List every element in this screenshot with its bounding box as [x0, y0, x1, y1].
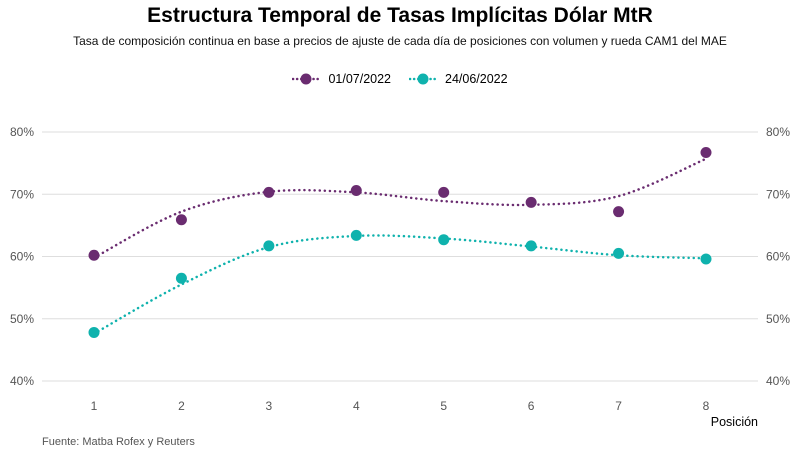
data-point-series-2	[350, 229, 362, 241]
data-point-series-1	[613, 206, 625, 218]
y-tick-label-left: 40%	[10, 374, 34, 388]
x-tick-label: 1	[91, 399, 98, 413]
data-point-series-1	[88, 249, 100, 261]
data-point-series-2	[613, 247, 625, 259]
chart-subtitle: Tasa de composición continua en base a p…	[73, 34, 727, 48]
data-point-series-2	[175, 272, 187, 284]
data-point-series-1	[525, 196, 537, 208]
y-tick-label-left: 70%	[10, 187, 34, 201]
x-tick-label: 8	[703, 399, 710, 413]
x-tick-label: 2	[178, 399, 185, 413]
y-tick-label-right: 60%	[766, 250, 790, 264]
data-point-series-1	[350, 185, 362, 197]
x-tick-label: 7	[615, 399, 622, 413]
y-tick-label-right: 70%	[766, 187, 790, 201]
legend-key-series-2	[409, 73, 437, 85]
data-point-series-1	[263, 186, 275, 198]
data-point-series-1	[175, 214, 187, 226]
data-point-series-2	[700, 253, 712, 265]
legend-item-series-1: 01/07/2022	[292, 72, 391, 86]
x-tick-label: 5	[440, 399, 447, 413]
data-point-series-2	[438, 234, 450, 246]
legend-key-series-1	[292, 73, 321, 85]
x-axis-label: Posición	[711, 415, 758, 429]
data-point-series-2	[263, 240, 275, 252]
x-tick-label: 6	[528, 399, 535, 413]
x-tick-label: 3	[266, 399, 273, 413]
data-point-series-1	[438, 186, 450, 198]
series-line-2	[92, 234, 708, 335]
data-point-series-1	[700, 147, 712, 159]
y-tick-label-left: 50%	[10, 312, 34, 326]
y-tick-label-left: 80%	[10, 125, 34, 139]
legend-label-series-2: 24/06/2022	[445, 72, 508, 86]
y-tick-label-left: 60%	[10, 250, 34, 264]
y-tick-label-right: 80%	[766, 125, 790, 139]
chart-caption: Fuente: Matba Rofex y Reuters	[42, 436, 195, 448]
chart-title: Estructura Temporal de Tasas Implícitas …	[147, 4, 653, 27]
legend-item-series-2: 24/06/2022	[409, 72, 508, 86]
x-tick-label: 4	[353, 399, 360, 413]
y-tick-label-right: 50%	[766, 312, 790, 326]
data-point-series-2	[88, 326, 100, 338]
y-tick-label-right: 40%	[766, 374, 790, 388]
legend-label-series-1: 01/07/2022	[328, 72, 391, 86]
legend: 01/07/2022 24/06/2022	[0, 72, 800, 86]
series-line-1	[92, 157, 708, 259]
data-point-series-2	[525, 240, 537, 252]
